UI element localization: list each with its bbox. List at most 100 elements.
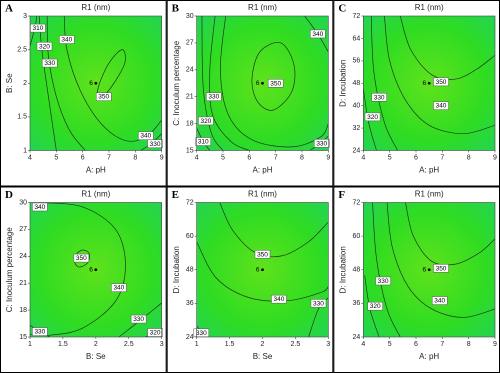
y-tick-label: 60 (186, 233, 194, 240)
y-tick-label: 21 (19, 280, 27, 287)
contour-line (386, 202, 496, 318)
panel-frame (0, 0, 167, 187)
contour-label: 340 (436, 103, 447, 110)
y-axis-label: D: Incubation (338, 246, 347, 293)
chart-title: R1 (nm) (415, 3, 444, 12)
contour-label: 340 (434, 298, 445, 305)
chart-title: R1 (nm) (415, 190, 444, 199)
x-tick-label: 2 (261, 341, 265, 348)
design-point (261, 268, 264, 272)
x-axis-label: B: Se (86, 352, 106, 361)
contour-label-box (433, 101, 449, 110)
contour-label: 350 (257, 251, 268, 258)
contour-label-box (195, 137, 211, 146)
contour-label: 330 (44, 60, 55, 67)
contour-label-box (138, 131, 154, 140)
x-tick-label: 4 (361, 154, 365, 161)
contour-label-box (73, 253, 90, 263)
contour-label: 340 (312, 31, 323, 38)
x-tick-label: 1 (195, 341, 199, 348)
y-tick-label: 36 (186, 300, 194, 307)
x-tick-label: 6 (414, 154, 418, 161)
x-axis-label: A: pH (252, 166, 272, 175)
y-tick-label: 18 (19, 307, 27, 314)
contour-label-box (42, 58, 58, 68)
contour-label: 330 (196, 330, 207, 337)
contour-label-box (198, 116, 214, 126)
contour-label-box (111, 283, 127, 292)
contour-line (196, 241, 329, 302)
contour-line (209, 16, 250, 151)
y-axis-label: D: Incubation (172, 246, 181, 293)
contour-label: 350 (436, 79, 447, 86)
panel: 350 340 330 330 320 310 6 4 5 6 7 8 9 15 18 21 24 27 30 B R1… (166, 0, 334, 187)
y-tick-label: 30 (186, 13, 194, 20)
x-tick-label: 5 (388, 341, 392, 348)
panel: 350 340 330 320 6 4 5 6 7 8 9 24 36 48 60 72 F R1 (nm) A: … (333, 186, 500, 373)
x-tick-label: 9 (493, 154, 497, 161)
contour-label-box (367, 301, 383, 311)
x-tick-label: 7 (107, 154, 111, 161)
y-tick-label: 15 (186, 147, 194, 154)
contour-label-box (59, 35, 75, 44)
y-tick-label: 18 (186, 120, 194, 127)
y-tick-label: 24 (353, 334, 361, 341)
panel-label: F (338, 189, 345, 201)
x-tick-label: 8 (133, 154, 137, 161)
y-tick-label: 32 (353, 125, 361, 132)
x-tick-label: 4 (28, 154, 32, 161)
contour-label: 350 (436, 265, 447, 272)
x-tick-label: 2.5 (124, 341, 134, 348)
y-tick-label: 40 (353, 103, 361, 110)
panel: 350 340 330 330 6 1 1.5 2 2.5 3 24 36 48 60 72 E R1 (nm)… (166, 186, 334, 373)
contour-label: 340 (61, 37, 72, 44)
contour-line (201, 16, 224, 151)
chart-title: R1 (nm) (81, 190, 110, 199)
contour-label-box (32, 327, 48, 336)
y-tick-label: 15 (19, 334, 27, 341)
design-point-label: 6 (89, 266, 93, 273)
contour-line (74, 249, 91, 268)
contour-line (363, 88, 377, 151)
x-tick-label: 8 (467, 341, 471, 348)
x-tick-label: 7 (440, 341, 444, 348)
y-tick-label: 1.5 (17, 114, 27, 121)
contour-label: 320 (39, 43, 50, 50)
contour-label-box (36, 42, 53, 51)
panel-label: B (172, 3, 180, 15)
y-tick-label: 24 (353, 147, 361, 154)
panel-label: A (5, 3, 13, 15)
contour-label: 340 (140, 133, 151, 140)
x-axis-label: B: Se (253, 352, 273, 361)
contour-label-box (433, 77, 449, 87)
x-tick-label: 8 (467, 154, 471, 161)
contour-label-box (375, 276, 391, 286)
chart-title: R1 (nm) (81, 3, 110, 12)
contour-label: 330 (313, 300, 324, 307)
contour-label: 320 (200, 118, 211, 125)
design-point-label: 6 (256, 266, 260, 273)
x-tick-label: 9 (493, 341, 497, 348)
x-tick-label: 2 (94, 341, 98, 348)
y-tick-label: 48 (353, 267, 361, 274)
contour-label-box (147, 328, 163, 337)
design-point-label: 6 (423, 266, 427, 273)
y-axis-label: C: Inoculum percentage (172, 40, 181, 125)
contour-label-box (267, 79, 284, 88)
contour-label-box (271, 294, 287, 304)
contour-label-box (310, 29, 326, 39)
y-axis-label: C: Inoculum percentage (5, 227, 14, 312)
design-point (94, 81, 98, 85)
contour-label-box (431, 296, 448, 305)
contour-label-box (364, 112, 381, 122)
contour-label-box (433, 264, 449, 273)
contour-label: 320 (367, 114, 378, 121)
contour-label-box (32, 202, 48, 212)
design-point (427, 268, 431, 272)
x-tick-label: 4 (195, 154, 199, 161)
panel-frame (166, 0, 334, 187)
y-tick-label: 48 (186, 267, 194, 274)
x-tick-label: 9 (160, 154, 164, 161)
y-tick-label: 27 (19, 226, 27, 233)
